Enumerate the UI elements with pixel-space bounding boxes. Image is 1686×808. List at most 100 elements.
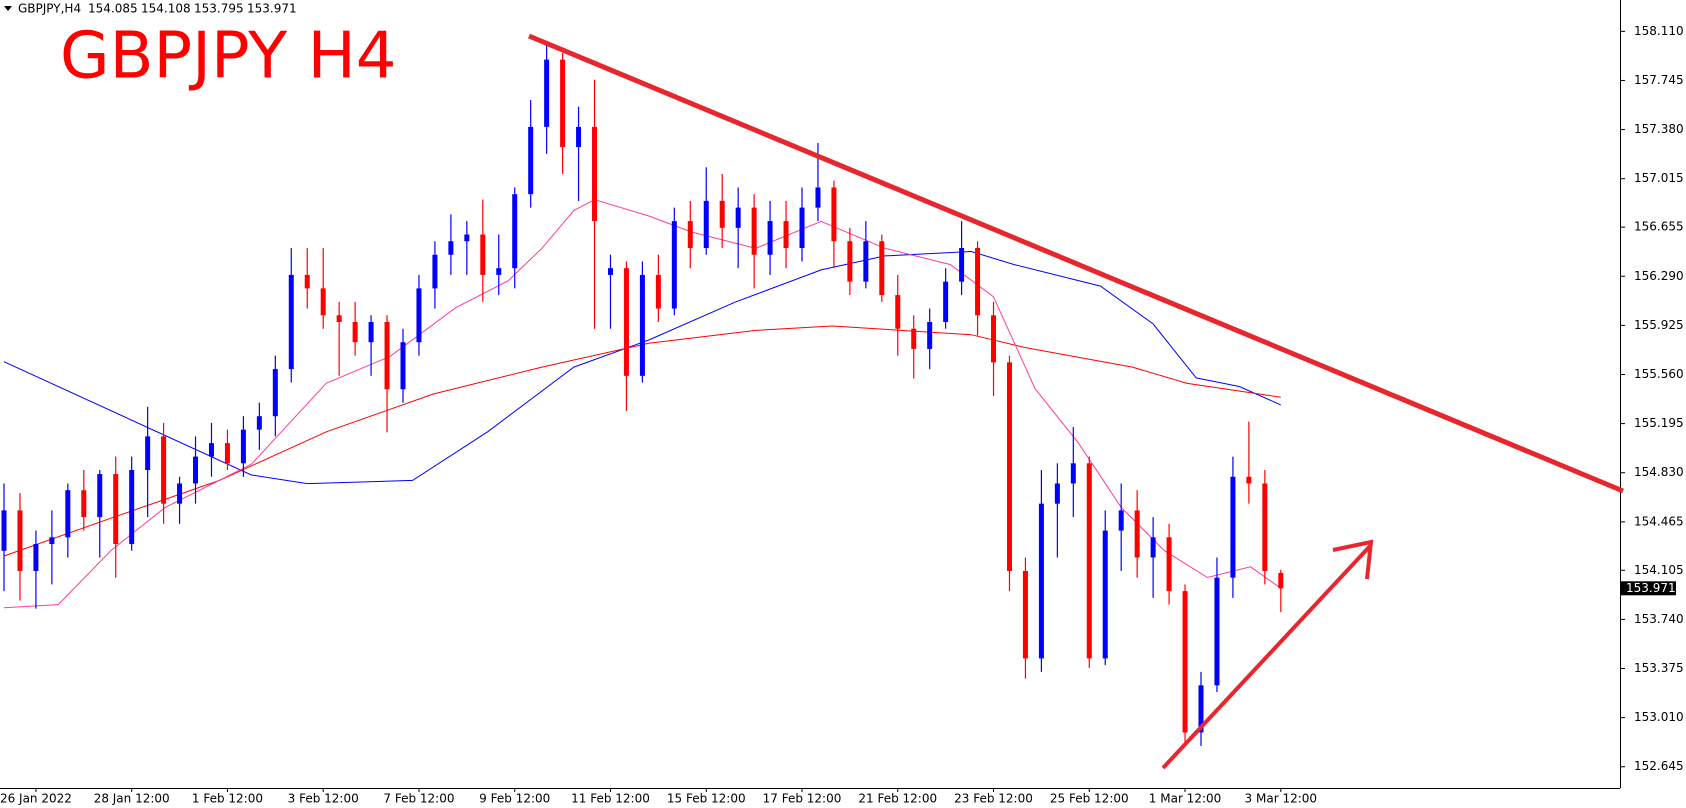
candle-body (512, 194, 518, 269)
y-tick-label: 154.465 (1634, 514, 1684, 528)
candle-body (161, 436, 167, 504)
candle-body (959, 247, 965, 282)
candle-body (1182, 591, 1188, 733)
candle-body (224, 443, 230, 464)
moving-average (3, 250, 1282, 485)
candle-body (991, 315, 997, 363)
candle-body (1022, 570, 1028, 659)
candle-body (671, 221, 677, 309)
candle-body (1262, 483, 1268, 571)
candle-body (528, 126, 534, 195)
candle-body (1118, 510, 1124, 531)
candle-body (655, 274, 661, 309)
candle-body (1214, 577, 1220, 686)
close-price: 153.971 (247, 2, 297, 16)
candle-body (799, 207, 805, 248)
candle-body (1278, 572, 1284, 589)
candle-body (1198, 685, 1204, 733)
x-tick-label: 11 Feb 12:00 (571, 792, 650, 806)
candle-body (703, 200, 709, 248)
candle-body (1230, 476, 1236, 578)
candle-body (352, 322, 358, 343)
candle-body (751, 207, 757, 255)
y-tick-label: 158.110 (1634, 24, 1684, 38)
candle-body (336, 315, 342, 323)
candle-body (847, 241, 853, 282)
y-tick-label: 152.645 (1634, 759, 1684, 773)
candle-body (240, 429, 246, 464)
y-tick-label: 155.195 (1634, 416, 1684, 430)
y-tick-label: 157.015 (1634, 171, 1684, 185)
candle-body (65, 490, 71, 538)
x-tick-label: 17 Feb 12:00 (763, 792, 842, 806)
candle-body (320, 288, 326, 316)
y-tick-label: 157.380 (1634, 122, 1684, 136)
open-price: 154.085 (88, 2, 138, 16)
candle-body (384, 322, 390, 390)
symbol-label: GBPJPY,H4 (18, 2, 81, 16)
x-tick-label: 21 Feb 12:00 (858, 792, 937, 806)
x-tick-label: 26 Jan 2022 (0, 792, 72, 806)
candle-body (895, 295, 901, 329)
candle-body (783, 221, 789, 248)
menu-arrow (4, 6, 12, 11)
candle-body (416, 288, 422, 343)
y-tick-label: 153.010 (1634, 710, 1684, 724)
candle-body (815, 187, 821, 208)
candle-body (17, 510, 23, 571)
y-tick-label: 155.560 (1634, 367, 1684, 381)
trend-line (528, 33, 1624, 494)
x-tick-label: 1 Feb 12:00 (192, 792, 263, 806)
x-tick-label: 25 Feb 12:00 (1050, 792, 1129, 806)
candle-body (927, 322, 933, 349)
candle-body (767, 221, 773, 255)
candle-body (464, 234, 470, 242)
candle-body (49, 537, 55, 545)
price-box (1621, 581, 1676, 596)
candle-body (113, 474, 119, 545)
y-tick-label: 154.830 (1634, 465, 1684, 479)
candle-body (145, 436, 151, 471)
x-tick-label: 3 Feb 12:00 (288, 792, 359, 806)
x-tick-label: 3 Mar 12:00 (1245, 792, 1318, 806)
moving-average (3, 199, 1282, 609)
candle-body (1086, 463, 1092, 659)
x-tick-label: 1 Mar 12:00 (1149, 792, 1222, 806)
candle-body (1246, 476, 1252, 484)
x-tick-label: 28 Jan 12:00 (94, 792, 170, 806)
candle-body (33, 544, 39, 571)
y-tick-label: 155.925 (1634, 318, 1684, 332)
candle-body (1102, 530, 1108, 659)
candle-body (592, 126, 598, 222)
moving-average (3, 325, 1281, 557)
candle-body (368, 322, 374, 343)
candle-body (576, 126, 582, 148)
y-tick-label: 156.290 (1634, 269, 1684, 283)
candle-body (911, 328, 917, 349)
candle-body (831, 187, 837, 242)
candle-body (560, 59, 566, 148)
y-tick-label: 157.745 (1634, 73, 1684, 87)
candle-body (1134, 510, 1140, 558)
candle-body (129, 470, 135, 545)
candle-body (863, 241, 869, 282)
arrow-head (1332, 539, 1374, 580)
candle-body (544, 59, 550, 127)
y-tick-label: 154.105 (1634, 563, 1684, 577)
candle-body (256, 416, 262, 430)
candle-body (1150, 537, 1156, 558)
candle-body (607, 268, 613, 275)
candle-body (177, 483, 183, 504)
candle-body (1006, 362, 1012, 571)
chart-title: GBPJPY H4 (60, 20, 396, 94)
x-tick-label: 15 Feb 12:00 (667, 792, 746, 806)
candle-body (623, 268, 629, 376)
candle-body (1054, 483, 1060, 504)
y-tick-label: 153.740 (1634, 612, 1684, 626)
candle-body (943, 281, 949, 323)
candle-body (975, 247, 981, 316)
candle-body (1038, 503, 1044, 659)
candle-body (1166, 537, 1172, 592)
